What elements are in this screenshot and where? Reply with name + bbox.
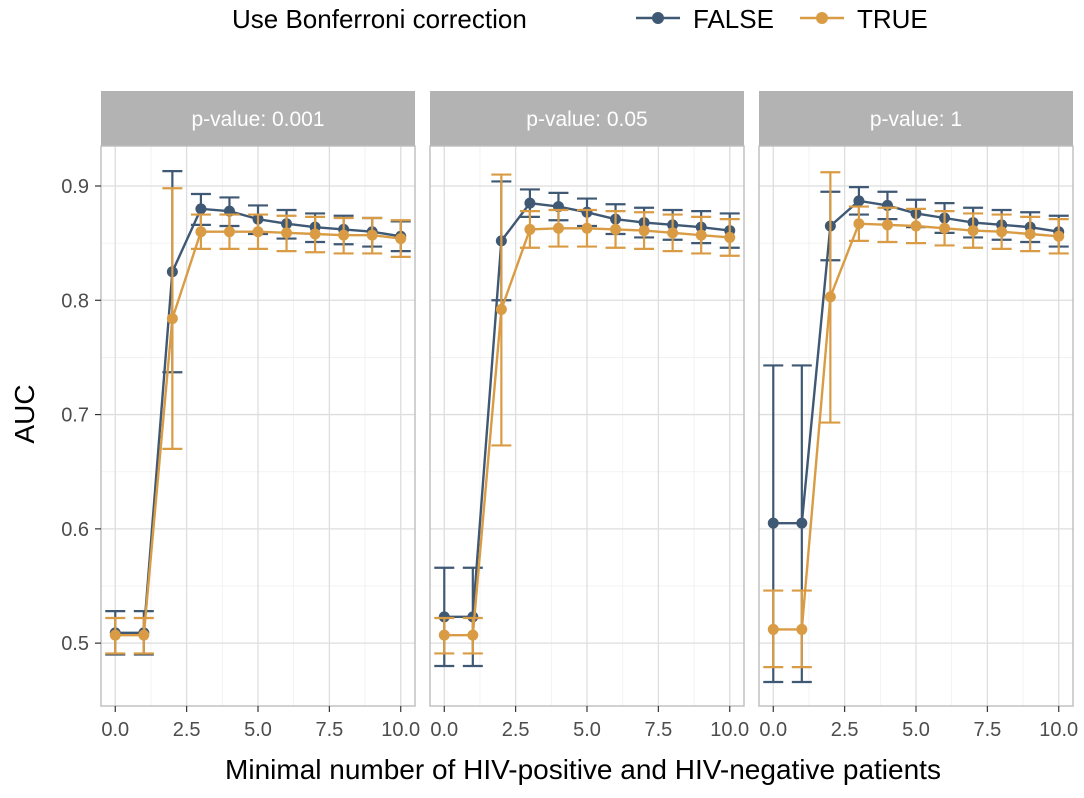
x-tick-label: 10.0 bbox=[710, 719, 749, 741]
x-tick-label: 7.5 bbox=[973, 719, 1001, 741]
data-point bbox=[195, 203, 207, 215]
data-point bbox=[438, 629, 450, 641]
x-tick-label: 0.0 bbox=[101, 719, 129, 741]
legend: Use Bonferroni correction FALSE TRUE bbox=[232, 4, 928, 34]
x-tick-label: 2.5 bbox=[831, 719, 859, 741]
facet-panel-2: p-value: 0.05 0.0 2.5 5.0 7.5 10.0 bbox=[429, 91, 749, 741]
data-point bbox=[910, 220, 922, 232]
facet-strip-title: p-value: 0.05 bbox=[526, 108, 647, 131]
legend-key-point-false bbox=[652, 12, 664, 24]
series-true bbox=[763, 171, 1069, 669]
y-tick-label: 0.7 bbox=[61, 405, 89, 427]
data-point bbox=[824, 291, 836, 303]
x-tick-label: 7.5 bbox=[644, 719, 672, 741]
data-point bbox=[724, 231, 736, 243]
data-point bbox=[552, 222, 564, 234]
data-point bbox=[366, 229, 378, 241]
data-point bbox=[767, 517, 779, 529]
data-point bbox=[939, 222, 951, 234]
y-tick-label: 0.5 bbox=[61, 633, 89, 655]
legend-title: Use Bonferroni correction bbox=[232, 4, 527, 34]
x-tick-label: 5.0 bbox=[902, 719, 930, 741]
y-axis-title: AUC bbox=[9, 384, 40, 443]
data-point bbox=[395, 233, 407, 245]
facet-strip-title: p-value: 1 bbox=[870, 108, 962, 131]
data-point bbox=[252, 226, 264, 238]
data-point bbox=[996, 226, 1008, 238]
legend-key-point-true bbox=[816, 12, 828, 24]
facet-strip bbox=[101, 91, 415, 146]
data-point bbox=[667, 227, 679, 239]
facet-panel-3: p-value: 1 0.0 2.5 5.0 7.5 10.0 bbox=[758, 91, 1078, 741]
y-tick-label: 0.6 bbox=[61, 519, 89, 541]
legend-label-true: TRUE bbox=[857, 4, 928, 34]
facet-strip bbox=[430, 91, 744, 146]
data-point bbox=[524, 197, 536, 209]
data-point bbox=[338, 229, 350, 241]
data-point bbox=[438, 611, 450, 623]
data-point bbox=[195, 226, 207, 238]
data-point bbox=[853, 195, 865, 207]
data-point bbox=[524, 223, 536, 235]
y-tick-label: 0.8 bbox=[61, 290, 89, 312]
data-point bbox=[581, 222, 593, 234]
x-tick-label: 2.5 bbox=[173, 719, 201, 741]
x-tick-label: 5.0 bbox=[573, 719, 601, 741]
data-point bbox=[223, 226, 235, 238]
data-point bbox=[109, 629, 121, 641]
x-tick-label: 5.0 bbox=[244, 719, 272, 741]
data-point bbox=[1024, 228, 1036, 240]
data-point bbox=[767, 623, 779, 635]
data-point bbox=[467, 629, 479, 641]
data-point bbox=[967, 225, 979, 237]
series-true bbox=[434, 173, 740, 655]
data-point bbox=[138, 629, 150, 641]
series-true bbox=[105, 187, 411, 655]
data-point bbox=[796, 623, 808, 635]
x-tick-label: 10.0 bbox=[1039, 719, 1078, 741]
y-axis: 0.5 0.6 0.7 0.8 0.9 bbox=[61, 176, 101, 655]
data-point bbox=[610, 223, 622, 235]
data-point bbox=[853, 218, 865, 230]
x-tick-label: 10.0 bbox=[381, 719, 420, 741]
legend-item-true: TRUE bbox=[800, 4, 928, 34]
data-point bbox=[309, 228, 321, 240]
data-point bbox=[281, 227, 293, 239]
data-point bbox=[695, 229, 707, 241]
data-point bbox=[166, 313, 178, 325]
data-point bbox=[796, 517, 808, 529]
facet-strip bbox=[759, 91, 1073, 146]
legend-label-false: FALSE bbox=[693, 4, 774, 34]
data-point bbox=[495, 303, 507, 315]
x-axis-title: Minimal number of HIV-positive and HIV-n… bbox=[225, 754, 941, 785]
x-tick-label: 7.5 bbox=[315, 719, 343, 741]
facet-panel-1: p-value: 0.001 0.0 2.5 5.0 7.5 10.0 bbox=[100, 91, 420, 741]
y-tick-label: 0.9 bbox=[61, 176, 89, 198]
facet-strip-title: p-value: 0.001 bbox=[191, 108, 324, 131]
x-tick-label: 0.0 bbox=[430, 719, 458, 741]
data-point bbox=[638, 225, 650, 237]
x-tick-label: 0.0 bbox=[759, 719, 787, 741]
x-tick-label: 2.5 bbox=[502, 719, 530, 741]
legend-item-false: FALSE bbox=[636, 4, 774, 34]
data-point bbox=[1053, 230, 1065, 242]
data-point bbox=[881, 219, 893, 231]
